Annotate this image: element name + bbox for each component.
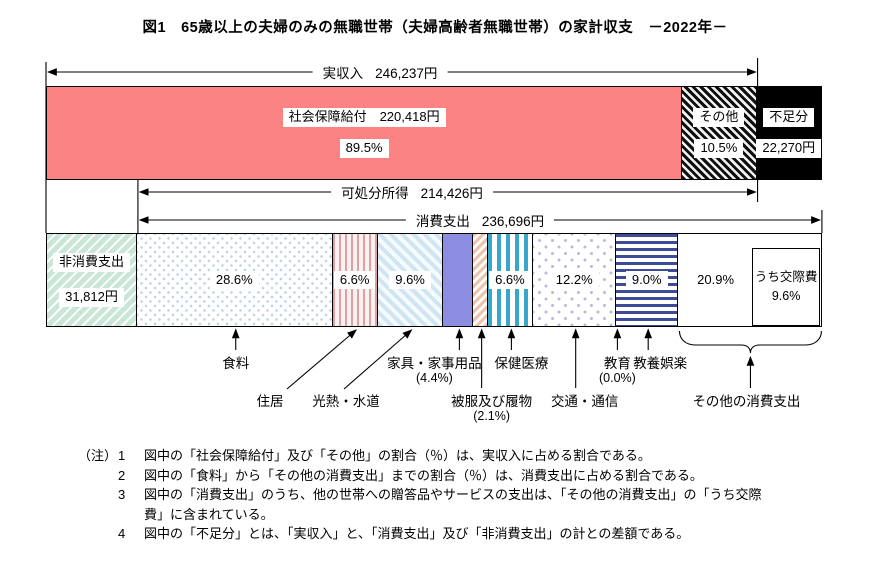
pointer-住居 [286, 329, 357, 390]
entertainment-expense-box: うち交際費 9.6% [752, 248, 820, 326]
note-number: 1 [118, 448, 126, 463]
income-segment-社会保障給付: 社会保障給付 220,418円 89.5% [47, 87, 683, 179]
shortfall-value-label: 22,270円 [756, 139, 822, 158]
income-segment-その他: その他 10.5% [682, 87, 757, 179]
category-sublabel-被服及び履物: (2.1%) [473, 409, 511, 423]
note-item-3: 3 図中の「消費支出」のうち、他の世帯への贈答品やサービスの支出は、「その他の消費… [118, 485, 778, 524]
income-total-name: 実収入 [322, 66, 364, 81]
disposable-income-name: 可処分所得 [341, 186, 409, 201]
segment-pct-label: 12.2% [549, 270, 599, 290]
note-text: 図中の「不足分」とは、「実収入」と、「消費支出」及び「非消費支出」の計との差額で… [144, 526, 690, 541]
income-total-value: 246,237円 [375, 66, 438, 81]
note-text: 図中の「食料」から「その他の消費支出」までの割合（％）は、消費支出に占める割合で… [144, 467, 703, 483]
income-segment-name-label: 社会保障給付 220,418円 [282, 108, 446, 127]
expenditure-bar: 非消費支出 31,812円 28.6% 6.6% 9.6% 6.6% 12.2% 9.0% 20… [46, 233, 822, 327]
segment-家具・家事用品 [443, 234, 474, 326]
income-segment-不足分: 不足分 22,270円 [756, 87, 822, 179]
category-label-食料: 食料 [222, 356, 250, 371]
segment-pct-label: 9.6% [389, 270, 431, 290]
note-items: 1 図中の「社会保障給付」及び「その他」の割合（％）は、実収入に占める割合である。… [118, 446, 778, 544]
category-label-教育: 教育 [603, 356, 631, 371]
category-label-その他の消費支出: その他の消費支出 [692, 394, 801, 409]
non-consumption-name-label: 非消費支出 [52, 253, 130, 272]
inner-box-pct: 9.6% [771, 289, 801, 303]
figure-title: 図1 65歳以上の夫婦のみの無職世帯（夫婦高齢者無職世帯）の家計収支 －2022… [142, 20, 728, 36]
notes: （注） 1 図中の「社会保障給付」及び「その他」の割合（％）は、実収入に占める割合… [78, 446, 778, 544]
note-text: 図中の「社会保障給付」及び「その他」の割合（％）は、実収入に占める割合である。 [144, 448, 651, 463]
inner-box-label: うち交際費 [754, 270, 818, 285]
income-total-label: 実収入 246,237円 [312, 62, 448, 82]
note-item-4: 4 図中の「不足分」とは、「実収入」と、「消費支出」及び「非消費支出」の計との差額… [118, 524, 778, 544]
segment-非消費支出: 非消費支出 31,812円 [47, 234, 137, 326]
note-item-1: 1 図中の「社会保障給付」及び「その他」の割合（％）は、実収入に占める割合である。 [118, 446, 778, 466]
income-segment-name-label: その他 [693, 108, 745, 127]
income-bar: 社会保障給付 220,418円 89.5% その他 10.5% 不足分 22,270円 [46, 86, 822, 180]
segment-被服及び履物 [473, 234, 488, 326]
segment-教養娯楽: 9.0% [616, 234, 678, 326]
category-label-保健医療: 保健医療 [494, 356, 549, 371]
category-label-教養娯楽: 教養娯楽 [633, 356, 688, 371]
segment-食料: 28.6% [136, 234, 333, 326]
income-segment-pct-label: 89.5% [339, 139, 389, 158]
note-number: 4 [118, 526, 126, 541]
category-label-交通・通信: 交通・通信 [550, 394, 619, 409]
segment-pct-label: 20.9% [691, 270, 741, 290]
category-label-住居: 住居 [256, 394, 284, 409]
category-label-家具・家事用品: 家具・家事用品 [387, 356, 482, 371]
other-consumption-brace [678, 330, 822, 354]
non-consumption-value-label: 31,812円 [59, 288, 124, 307]
disposable-income-label: 可処分所得 214,426円 [331, 182, 493, 202]
note-number: 2 [118, 467, 126, 483]
category-sublabel-家具・家事用品: (4.4%) [415, 371, 453, 385]
category-label-被服及び履物: 被服及び履物 [451, 394, 533, 409]
shortfall-name-label: 不足分 [763, 108, 815, 127]
note-text: 図中の「消費支出」のうち、他の世帯への贈答品やサービスの支出は、「その他の消費支… [144, 487, 762, 522]
segment-住居: 6.6% [332, 234, 378, 326]
segment-保健医療: 6.6% [487, 234, 533, 326]
segment-交通・通信: 12.2% [532, 234, 617, 326]
segment-pct-label: 6.6% [333, 270, 376, 290]
notes-prefix: （注） [78, 448, 118, 463]
note-item-2: 2 図中の「食料」から「その他の消費支出」までの割合（％）は、消費支出に占める割合… [118, 466, 778, 486]
segment-その他の消費支出: 20.9% うち交際費 9.6% [677, 234, 821, 326]
segment-光熱・水道: 9.6% [377, 234, 444, 326]
consumption-total-label: 消費支出 236,696円 [405, 210, 555, 230]
category-sublabel-教育: (0.0%) [598, 371, 636, 385]
income-segment-pct-label: 10.5% [694, 139, 744, 158]
category-label-光熱・水道: 光熱・水道 [312, 394, 380, 409]
consumption-total-name: 消費支出 [415, 214, 470, 229]
disposable-income-value: 214,426円 [420, 186, 483, 201]
segment-pct-label: 9.0% [625, 270, 668, 290]
consumption-total-value: 236,696円 [481, 214, 545, 229]
segment-pct-label: 28.6% [209, 270, 259, 290]
note-number: 3 [118, 487, 126, 502]
segment-pct-label: 6.6% [489, 270, 531, 290]
segment-pct-area: 20.9% [678, 234, 753, 326]
